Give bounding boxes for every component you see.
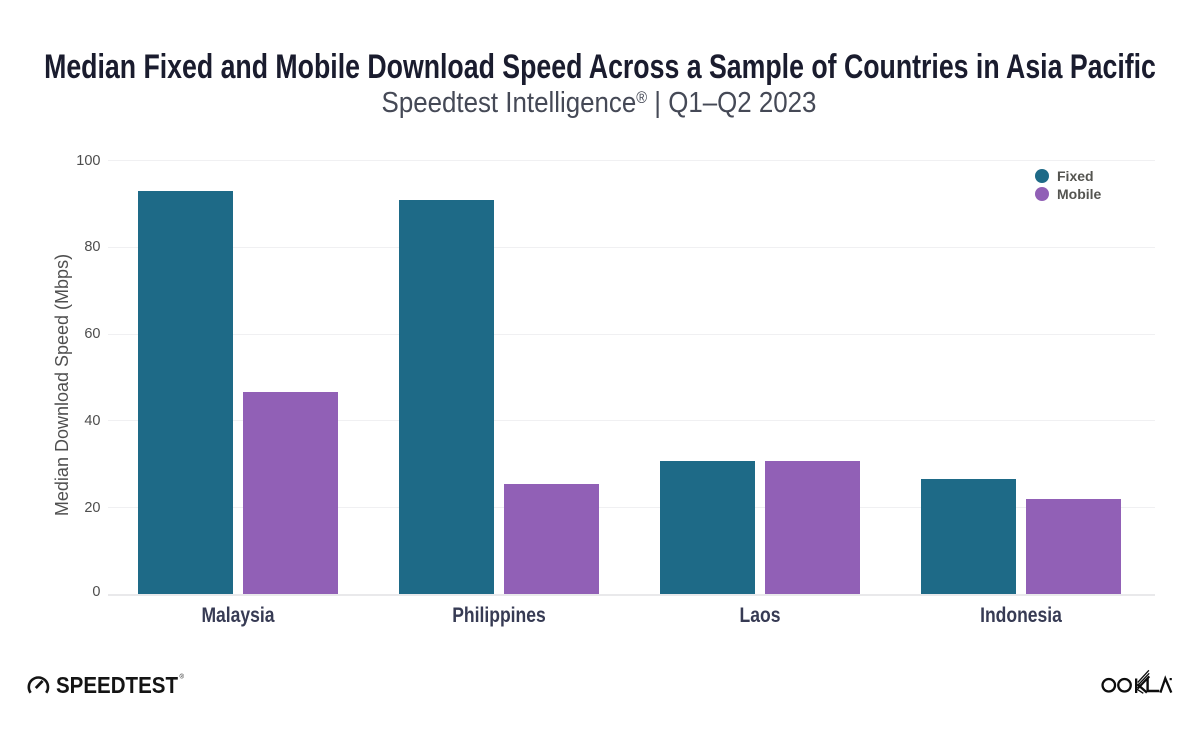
svg-text:SPEEDTEST: SPEEDTEST	[56, 672, 178, 698]
svg-text:®: ®	[180, 674, 185, 681]
